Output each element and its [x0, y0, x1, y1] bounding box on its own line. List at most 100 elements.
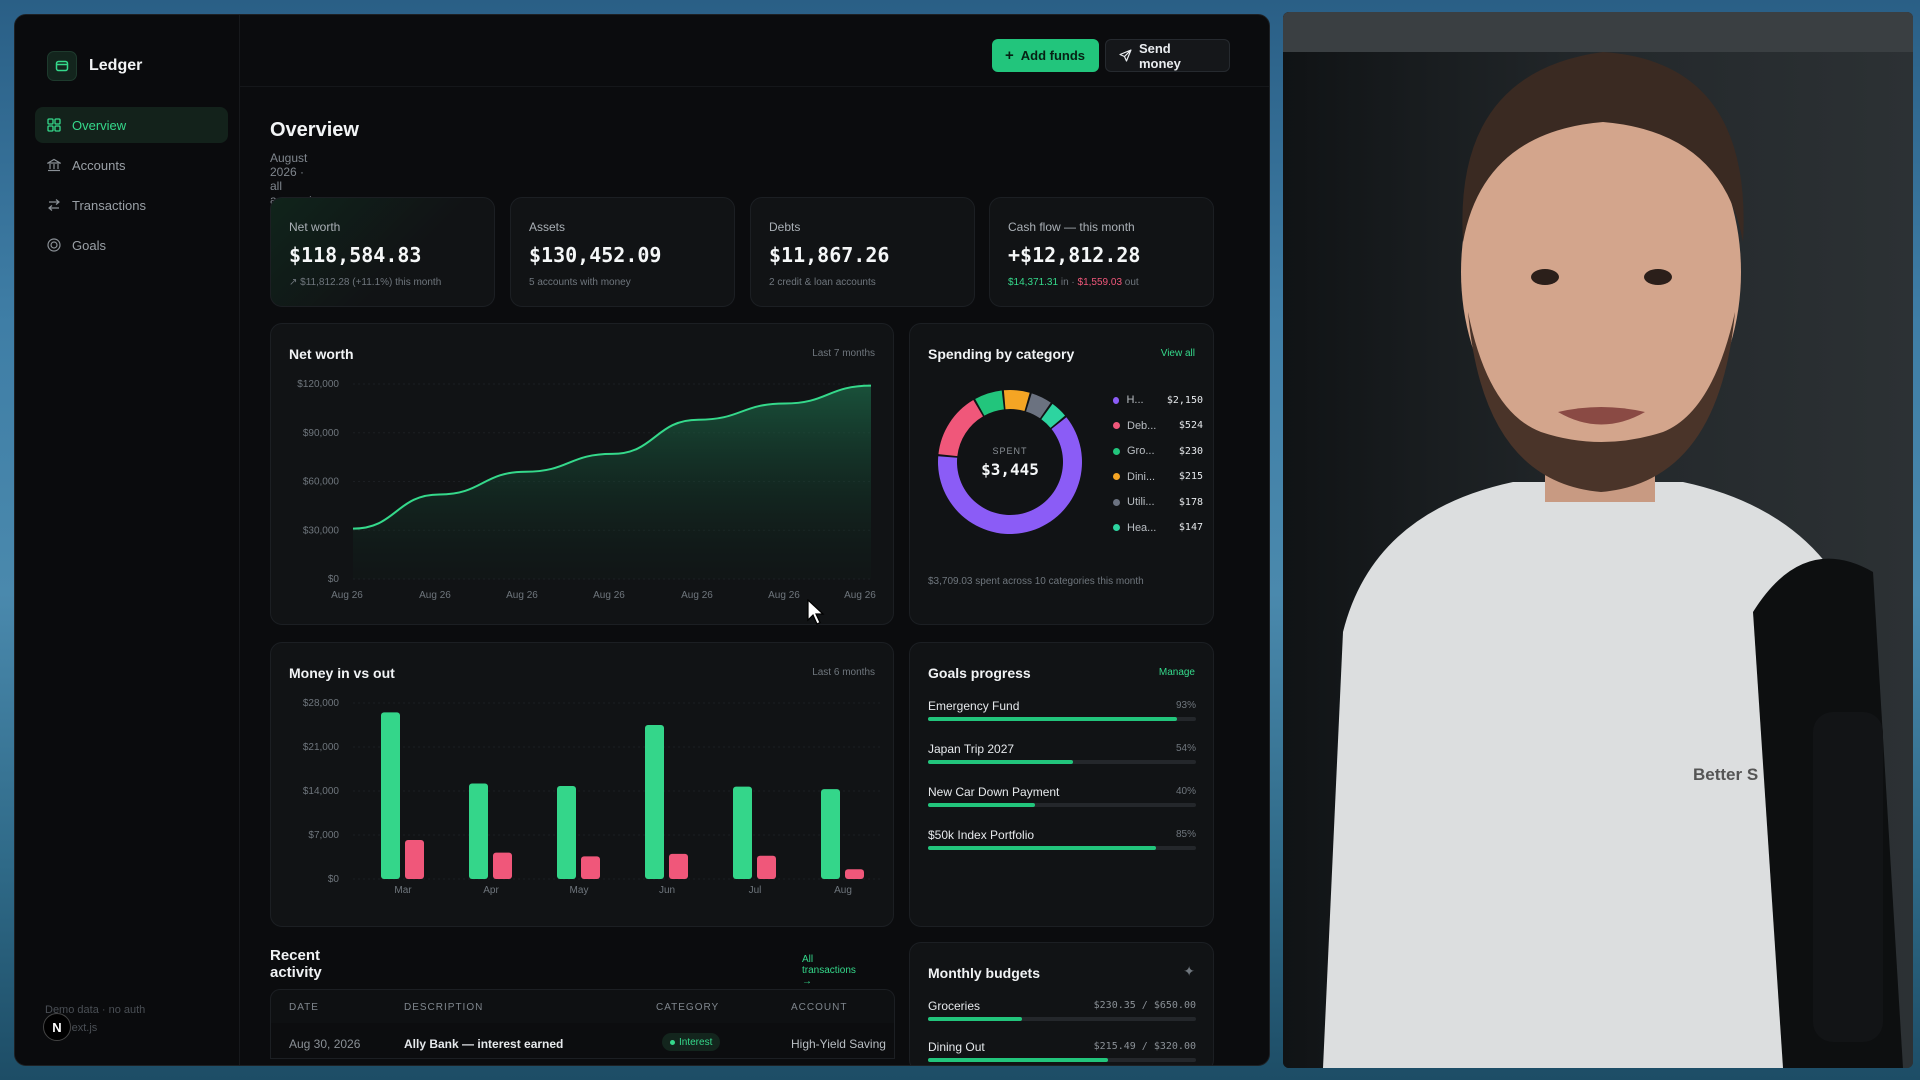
legend-name: Deb... — [1127, 419, 1157, 432]
send-money-button[interactable]: Send money — [1105, 39, 1230, 72]
goal-name: Emergency Fund — [928, 699, 1020, 713]
stat-card-assets: Assets $130,452.09 5 accounts with money — [510, 197, 735, 307]
sparkle-icon[interactable]: ✦ — [1183, 963, 1195, 979]
cash-out: $1,559.03 — [1077, 277, 1123, 288]
stat-label: Debts — [769, 220, 801, 234]
budget-item[interactable]: Groceries $230.35 / $650.00 — [928, 999, 1196, 1021]
footer-line: Demo data · no auth — [45, 1004, 146, 1016]
bar-money-in — [645, 725, 664, 879]
goal-progress-track — [928, 760, 1196, 764]
mouse-cursor-icon — [807, 599, 825, 625]
card-title: Spending by category — [928, 346, 1075, 362]
goal-progress-fill — [928, 846, 1156, 850]
col-date: DATE — [289, 1002, 319, 1013]
chart-range: Last 6 months — [812, 667, 875, 678]
x-tick-label: Aug 26 — [844, 590, 876, 601]
goal-percent: 54% — [1175, 743, 1196, 754]
stat-value: +$12,812.28 — [1008, 243, 1141, 267]
legend-item: Dini... $215 — [1113, 469, 1203, 485]
goal-item[interactable]: New Car Down Payment 40% — [928, 785, 1196, 807]
all-transactions-link[interactable]: All transactions → — [802, 954, 856, 987]
add-funds-button[interactable]: + Add funds — [992, 39, 1099, 72]
legend-dot — [1113, 422, 1120, 429]
x-tick-label: Aug 26 — [331, 590, 363, 601]
bank-icon — [47, 158, 61, 172]
cell-account: High-Yield Saving — [791, 1037, 886, 1051]
goal-item[interactable]: $50k Index Portfolio 85% — [928, 828, 1196, 850]
col-account: ACCOUNT — [791, 1002, 848, 1013]
bar-money-in — [821, 789, 840, 879]
spending-donut-chart — [938, 390, 1082, 534]
budget-progress-track — [928, 1058, 1196, 1062]
dot-icon — [670, 1039, 675, 1045]
stat-sub: $14,371.31 in · $1,559.03 out — [1008, 277, 1139, 288]
budget-amount: $215.49 / $320.00 — [1093, 1041, 1196, 1052]
x-tick-label: Mar — [394, 885, 412, 896]
nextjs-badge[interactable]: N — [43, 1013, 71, 1041]
legend-dot — [1113, 473, 1120, 480]
card-title: Goals progress — [928, 665, 1031, 681]
sidebar-item-overview[interactable]: Overview — [35, 107, 228, 143]
chart-title: Net worth — [289, 346, 354, 362]
target-icon — [47, 238, 61, 252]
swap-icon — [48, 199, 60, 211]
goal-item[interactable]: Emergency Fund 93% — [928, 699, 1196, 721]
goal-item[interactable]: Japan Trip 2027 54% — [928, 742, 1196, 764]
topbar: + Add funds Send money — [240, 15, 1269, 87]
chart-title: Money in vs out — [289, 665, 395, 681]
sidebar-item-accounts[interactable]: Accounts — [35, 147, 228, 183]
budget-item[interactable]: Dining Out $215.49 / $320.00 — [928, 1040, 1196, 1062]
bar-money-in — [381, 712, 400, 879]
y-tick-label: $28,000 — [303, 698, 340, 709]
sidebar-item-transactions[interactable]: Transactions — [35, 187, 228, 223]
bar-money-out — [581, 856, 600, 879]
chart-range: Last 7 months — [812, 348, 875, 359]
y-tick-label: $120,000 — [297, 379, 339, 390]
bar-money-in — [469, 783, 488, 879]
send-icon — [1119, 49, 1132, 62]
legend-item: Utili... $178 — [1113, 494, 1203, 510]
col-category: CATEGORY — [656, 1002, 720, 1013]
table-row[interactable]: Aug 30, 2026 Ally Bank — interest earned… — [270, 1023, 895, 1059]
sidebar: Ledger Overview Accounts Transactions Go… — [15, 15, 240, 1065]
spending-card: Spending by category View all SPENT $3,4… — [909, 323, 1214, 625]
brand[interactable]: Ledger — [47, 51, 142, 81]
x-tick-label: Aug — [834, 885, 852, 896]
stat-card-cash-flow: Cash flow — this month +$12,812.28 $14,3… — [989, 197, 1214, 307]
y-tick-label: $14,000 — [303, 786, 340, 797]
plus-icon: + — [1005, 47, 1014, 64]
stat-value: $118,584.83 — [289, 243, 422, 267]
stat-label: Cash flow — this month — [1008, 220, 1135, 234]
stat-card-net-worth: Net worth $118,584.83 ↗ $11,812.28 (+11.… — [270, 197, 495, 307]
legend-value: $215 — [1178, 471, 1203, 482]
goal-percent: 85% — [1175, 829, 1196, 840]
card-title: Monthly budgets — [928, 965, 1040, 981]
stat-label: Assets — [529, 220, 566, 234]
recent-activity-title: Recent activity — [270, 947, 322, 981]
donut-center-label: SPENT — [992, 446, 1028, 456]
legend-value: $178 — [1178, 496, 1203, 508]
donut-slice — [1026, 393, 1051, 419]
goal-progress-track — [928, 803, 1196, 807]
donut-center-value: $3,445 — [981, 460, 1039, 479]
money-in-out-chart: $0 $7,000 $14,000 $21,000 $28,000 Mar Apr May Ju… — [303, 698, 881, 896]
goal-percent: 93% — [1175, 700, 1196, 711]
sidebar-item-goals[interactable]: Goals — [35, 227, 228, 263]
stat-card-debts: Debts $11,867.26 2 credit & loan account… — [750, 197, 975, 307]
bar-money-out — [845, 869, 864, 879]
category-badge: Interest — [662, 1033, 721, 1051]
sidebar-item-label: Goals — [72, 237, 106, 253]
stat-value: $11,867.26 — [769, 243, 890, 267]
goal-progress-track — [928, 846, 1196, 850]
y-tick-label: $7,000 — [308, 830, 339, 841]
y-tick-label: $0 — [328, 874, 340, 885]
donut-slice — [1041, 403, 1066, 428]
bar-money-out — [405, 840, 424, 879]
legend-dot — [1113, 396, 1120, 404]
x-tick-label: Aug 26 — [593, 590, 625, 601]
legend-dot — [1113, 498, 1120, 506]
presenter-figure: Better S — [1283, 12, 1913, 1068]
app-window: Ledger Overview Accounts Transactions Go… — [14, 14, 1270, 1066]
manage-goals-link[interactable]: Manage — [1158, 667, 1195, 678]
view-all-link[interactable]: View all — [1160, 348, 1195, 359]
